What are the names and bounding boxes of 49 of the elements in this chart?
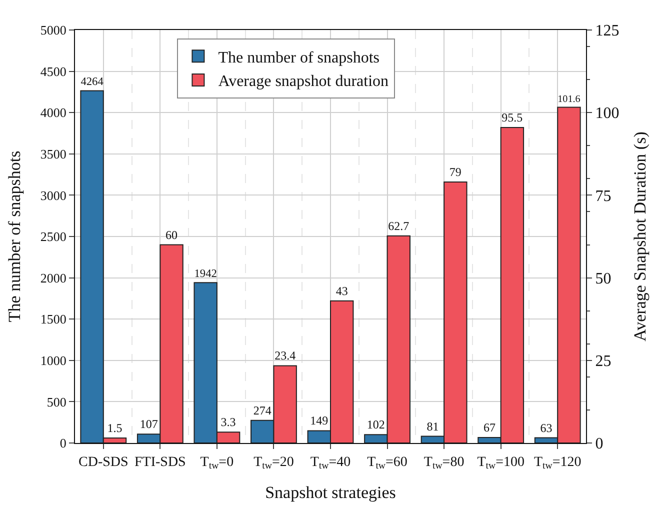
x-tick-label: T$_{tw}$=40 [310, 454, 351, 472]
x-tick-label: T$_{tw}$=20 [254, 454, 294, 472]
x-tick-label: FTI-SDS [134, 454, 186, 470]
y-axis-title: The number of snapshots [4, 150, 24, 322]
y-tick-label: 2500 [40, 229, 66, 244]
y-tick-label: 1500 [40, 312, 66, 327]
y-tick-label: 0 [60, 436, 66, 451]
data-label: 67 [483, 420, 496, 434]
data-label: 95.5 [502, 110, 523, 124]
y2-tick-label: 50 [595, 270, 612, 288]
data-label: 107 [140, 417, 158, 432]
y-tick-label: 4000 [40, 105, 66, 120]
data-label: 102 [366, 418, 385, 432]
y2-axis-title: Average Snapshot Duration (s) [630, 132, 650, 342]
x-tick-label: T$_{tw}$=60 [367, 454, 408, 472]
data-label: 63 [540, 420, 552, 435]
x-tick-label: T$_{tw}$=120 [534, 454, 582, 472]
y-tick-label: 3500 [40, 146, 66, 162]
x-axis-title: Snapshot strategies [265, 483, 396, 502]
y-tick-label: 4500 [40, 64, 66, 79]
data-label: 81 [426, 419, 439, 434]
x-tick-label: T$_{tw}$=0 [200, 454, 234, 472]
legend-label: The number of snapshots [218, 49, 380, 66]
data-label: 23.4 [274, 348, 296, 363]
y-tick-label: 5000 [40, 22, 66, 38]
data-label: 149 [310, 414, 328, 428]
data-label: 43 [336, 284, 348, 298]
y-tick-label: 2000 [40, 270, 66, 286]
x-tick-label: T$_{tw}$=100 [477, 454, 524, 472]
y-tick-label: 1000 [40, 352, 66, 368]
data-label: 4264 [80, 76, 104, 88]
data-label: 62.7 [388, 218, 410, 233]
y2-tick-label: 75 [595, 188, 612, 205]
x-tick-label: CD-SDS [78, 454, 128, 470]
y2-tick-label: 125 [595, 22, 620, 40]
data-label: 1.5 [107, 421, 122, 436]
data-label: 3.3 [220, 415, 236, 430]
data-label: 274 [253, 403, 272, 418]
y2-tick-label: 0 [595, 436, 604, 453]
data-label: 1942 [194, 268, 218, 280]
y-tick-label: 500 [46, 394, 66, 410]
data-label: 79 [449, 164, 462, 179]
y2-tick-label: 100 [595, 105, 620, 122]
data-label: 101.6 [558, 94, 580, 105]
y-tick-label: 3000 [40, 188, 66, 203]
y2-tick-label: 25 [595, 353, 612, 370]
x-tick-label: T$_{tw}$=80 [424, 454, 464, 472]
data-label: 60 [166, 228, 178, 242]
legend-label: Average snapshot duration [218, 73, 389, 90]
